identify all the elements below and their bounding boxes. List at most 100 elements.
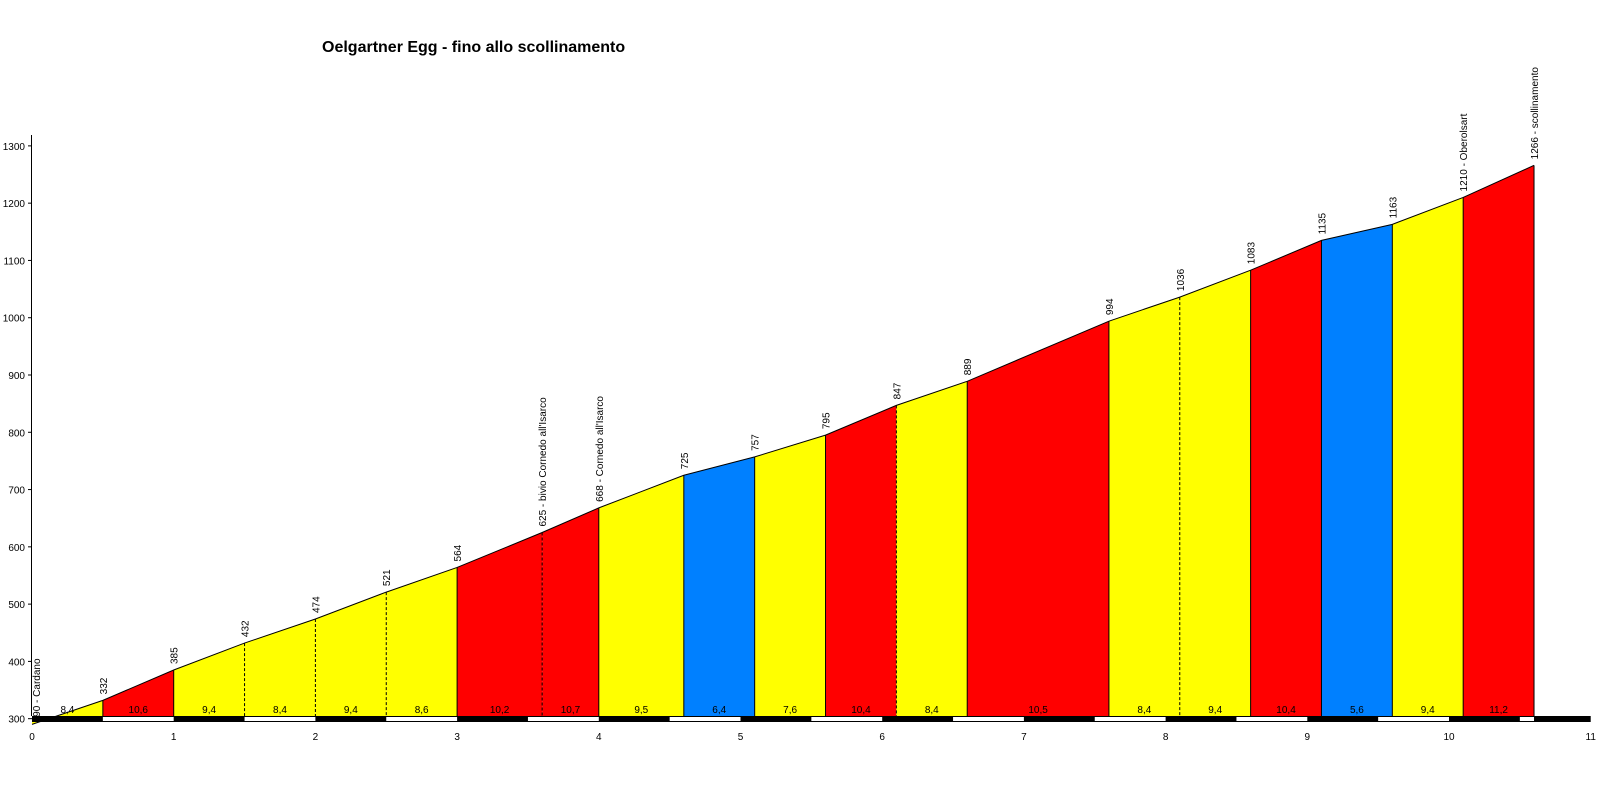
altitude-label-12: 795	[822, 412, 833, 429]
gradient-label-12: 10,4	[851, 705, 871, 716]
altitude-label-17: 1083	[1247, 241, 1258, 264]
segment-fill-17	[1250, 240, 1322, 716]
profile-line	[31, 164, 1535, 725]
chart-title: Oelgartner Egg - fino allo scollinamento	[322, 39, 626, 56]
gradient-label-9: 9,5	[634, 705, 648, 716]
segment-fill-7	[457, 532, 543, 716]
x-tick-label-2: 2	[313, 732, 319, 743]
gradient-label-4: 8,4	[273, 705, 287, 716]
altitude-label-20: 1210 - Oberolsart	[1459, 113, 1470, 191]
x-tick-label-4: 4	[596, 732, 602, 743]
km-bar-white-5	[386, 717, 458, 721]
segment-fill-13	[896, 381, 968, 716]
segment-dividers	[102, 165, 1535, 716]
gradient-label-8: 10,7	[561, 705, 581, 716]
altitude-label-13: 847	[892, 382, 903, 399]
altitude-label-11: 757	[751, 434, 762, 451]
segment-fill-12	[825, 405, 897, 716]
altitude-label-4: 432	[241, 620, 252, 637]
gradient-label-5: 9,4	[344, 705, 358, 716]
gradient-label-3: 9,4	[202, 705, 216, 716]
segment-fill-2	[102, 669, 174, 716]
segment-fill-3	[173, 643, 245, 716]
km-bar-white-11	[811, 717, 883, 721]
x-tick-label-6: 6	[879, 732, 885, 743]
x-tick-label-0: 0	[29, 732, 35, 743]
km-bar-white-9	[669, 717, 741, 721]
y-tick-label-800: 800	[8, 428, 25, 439]
segment-fill-15	[1108, 297, 1180, 716]
altitude-label-15: 994	[1105, 298, 1116, 315]
y-tick-label-500: 500	[8, 600, 25, 611]
segment-fill-18	[1321, 224, 1393, 716]
altitude-label-9: 668 - Cornedo all'Isarco	[595, 396, 606, 502]
altitude-label-16: 1036	[1176, 268, 1187, 291]
segment-fill-14	[967, 321, 1109, 716]
gradient-label-2: 10,6	[129, 705, 149, 716]
altitude-label-21: 1266 - scollinamento	[1530, 67, 1541, 160]
profile-outline	[31, 164, 1535, 725]
segment-fill-9	[598, 475, 684, 716]
altitude-label-18: 1135	[1317, 212, 1328, 234]
km-bar-white-19	[1378, 717, 1449, 721]
altitude-label-10: 725	[680, 452, 691, 469]
y-tick-label-600: 600	[8, 543, 25, 554]
x-tick-label-9: 9	[1305, 732, 1311, 743]
altitude-label-3: 385	[170, 647, 181, 664]
y-tick-label-900: 900	[8, 371, 25, 382]
km-bar	[32, 716, 1591, 722]
km-bar-white-1	[102, 717, 174, 721]
gradient-label-7: 10,2	[490, 705, 510, 716]
gradient-label-20: 11,2	[1489, 705, 1508, 716]
km-bar-white-7	[527, 717, 599, 721]
y-tick-label-1200: 1200	[3, 199, 26, 210]
altitude-label-8: 625 - bivio Cornedo all'Isarco	[538, 397, 549, 527]
gradient-label-10: 6,4	[712, 705, 726, 716]
gradient-label-13: 8,4	[925, 705, 939, 716]
altitude-label-1: 290 - Cardano	[32, 658, 43, 722]
segment-fill-11	[754, 435, 826, 716]
altitude-label-7: 564	[453, 544, 464, 561]
x-tick-label-5: 5	[738, 732, 744, 743]
x-tick-label-3: 3	[454, 732, 460, 743]
km-bar-white-13	[953, 717, 1024, 721]
axes: 300 400 500 600 700 800 900 1000 1100 1200 1300 0 1 2…	[3, 135, 1597, 743]
x-tick-label-8: 8	[1163, 732, 1169, 743]
y-tick-label-400: 400	[8, 657, 25, 668]
x-tick-label-10: 10	[1443, 732, 1455, 743]
gradient-label-15: 8,4	[1137, 705, 1151, 716]
gradient-label-19: 9,4	[1421, 705, 1435, 716]
segment-fill-10	[683, 456, 755, 716]
gradient-labels: 8,4 10,6 9,4 8,4 9,4 8,6 10,2 10,7 9,5 6,4 7,6 10,4…	[60, 705, 1508, 716]
segment-fill-5	[315, 592, 387, 716]
x-tick-label-1: 1	[171, 732, 177, 743]
y-tick-label-1100: 1100	[3, 256, 25, 267]
y-tick-label-700: 700	[8, 486, 25, 497]
segment-fill-4	[244, 619, 316, 716]
altitude-label-6: 521	[382, 569, 393, 586]
y-tick-label-300: 300	[8, 715, 25, 726]
km-bar-white-3	[244, 717, 316, 721]
gradient-label-18: 5,6	[1350, 705, 1364, 716]
altitude-label-14: 889	[963, 358, 974, 375]
gradient-segments	[32, 165, 1535, 725]
segment-fill-16	[1179, 270, 1251, 716]
x-tick-label-11: 11	[1586, 732, 1597, 743]
y-tick-label-1000: 1000	[3, 314, 26, 325]
y-tick-label-1300: 1300	[3, 142, 26, 153]
segment-fill-6	[386, 567, 458, 716]
segment-fill-20	[1463, 165, 1535, 716]
gradient-label-11: 7,6	[783, 705, 797, 716]
gradient-label-6: 8,6	[415, 705, 429, 716]
altitude-label-5: 474	[311, 596, 322, 613]
gradient-label-17: 10,4	[1276, 705, 1296, 716]
altitude-labels: 290 - Cardano 332 385 432 474 521 564 625 - biv…	[32, 67, 1541, 723]
km-bar-white-21	[1519, 717, 1535, 721]
segment-fill-8	[542, 507, 599, 716]
km-bar-white-15	[1094, 717, 1166, 721]
gradient-label-14: 10,5	[1028, 705, 1048, 716]
segment-fill-19	[1392, 197, 1464, 716]
altitude-label-2: 332	[99, 677, 110, 694]
x-tick-label-7: 7	[1021, 732, 1027, 743]
